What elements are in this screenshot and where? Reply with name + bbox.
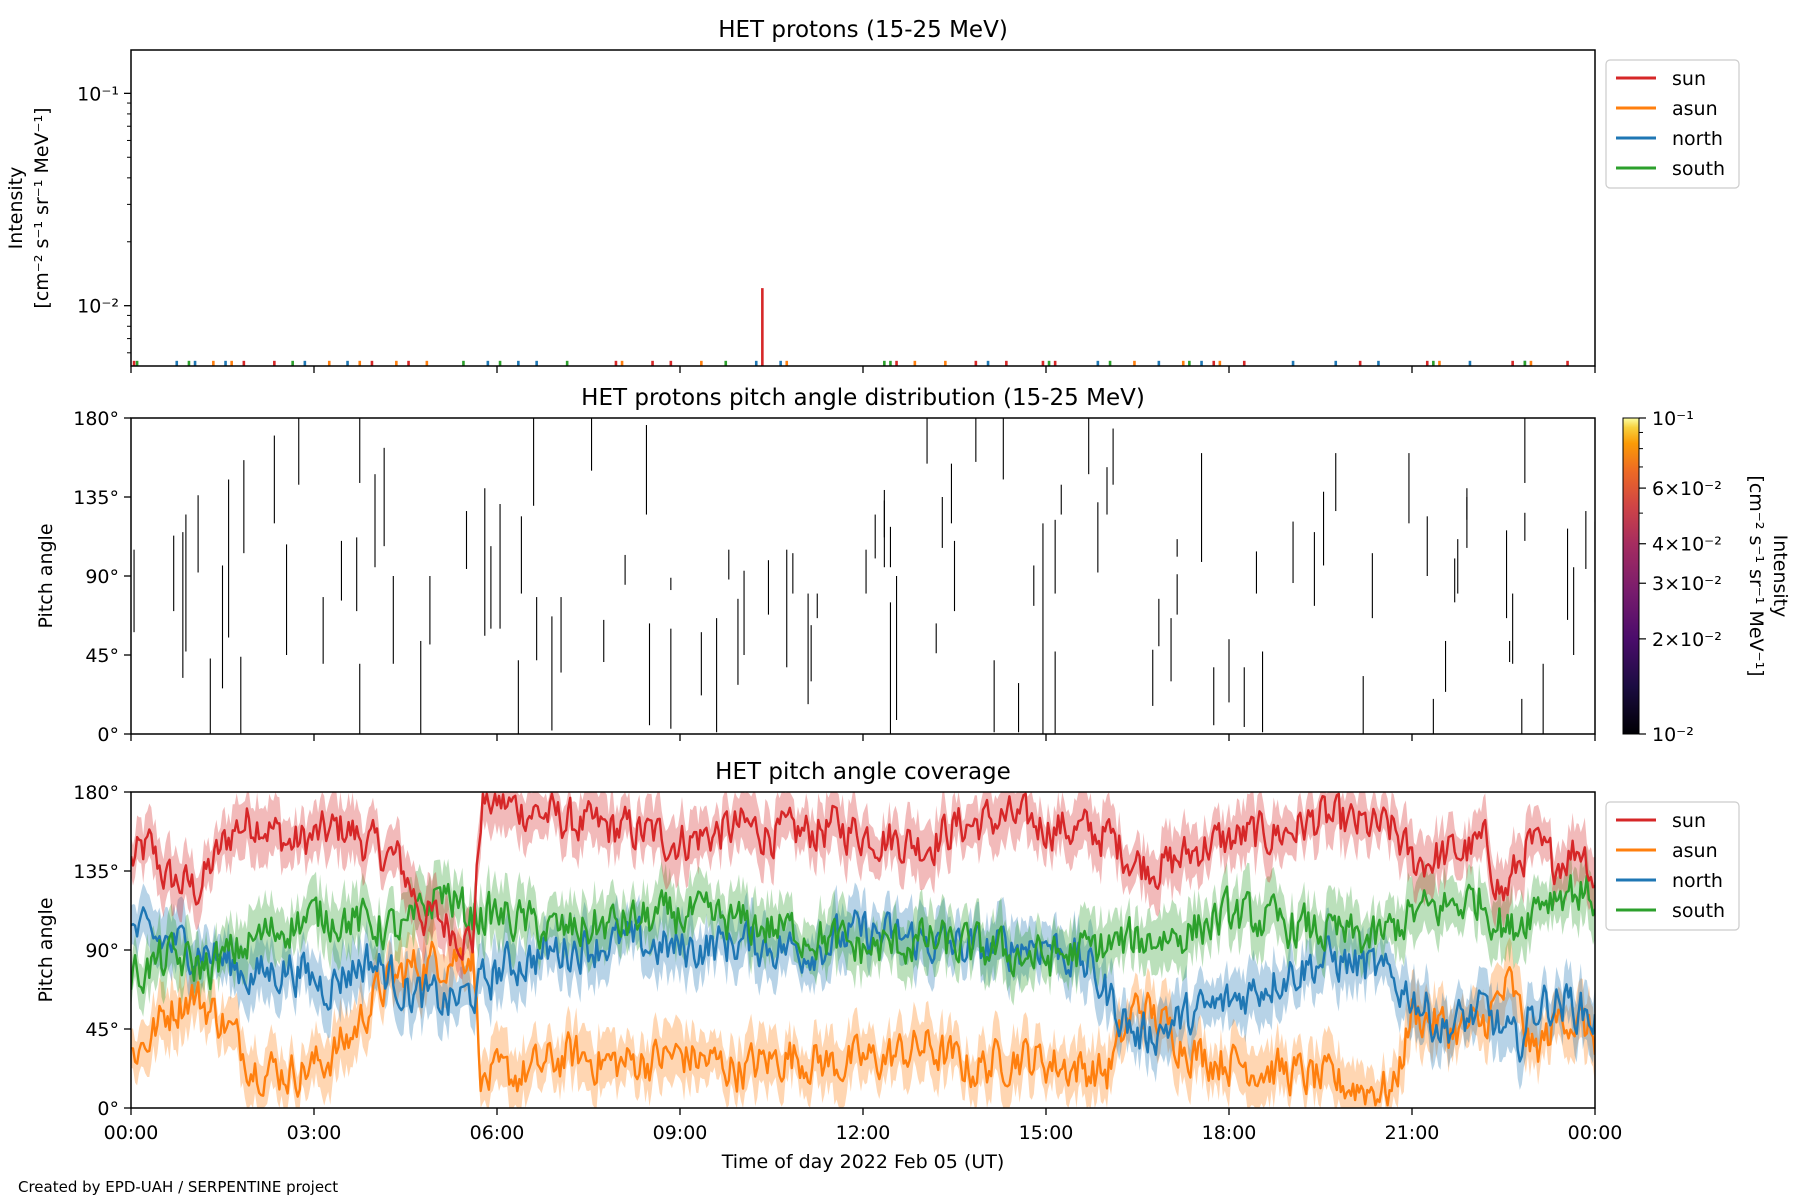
x-tick-label: 03:00 <box>287 1122 342 1144</box>
panel3-ylabel: Pitch angle <box>35 897 57 1002</box>
colorbar-ticks: 10⁻¹ 6×10⁻² 4×10⁻² 3×10⁻² 2×10⁻² 10⁻² <box>1639 408 1722 746</box>
colorbar-tick-label: 6×10⁻² <box>1652 478 1722 500</box>
panel1-legend: sun asun north south <box>1605 59 1740 189</box>
panel2-ylabel: Pitch angle <box>35 523 57 628</box>
colorbar-tick-label: 2×10⁻² <box>1652 629 1722 651</box>
panel3-y-axis: 0° 45° 90° 135° 180° <box>73 782 131 1120</box>
y-tick-label: 180° <box>73 782 119 804</box>
y-tick-label: 45° <box>85 645 119 667</box>
legend-label-sun: sun <box>1672 68 1706 90</box>
x-tick-label: 12:00 <box>836 1122 891 1144</box>
panel2-x-ticks <box>130 734 1596 741</box>
colorbar-label-line1: Intensity <box>1769 535 1791 618</box>
y-tick-label: 180° <box>73 408 119 430</box>
colorbar-tick-label: 4×10⁻² <box>1652 534 1722 556</box>
legend-label-asun: asun <box>1672 840 1718 862</box>
colorbar: 10⁻¹ 6×10⁻² 4×10⁻² 3×10⁻² 2×10⁻² 10⁻² Intensi… <box>1622 408 1791 746</box>
panel3-title: HET pitch angle coverage <box>715 759 1011 785</box>
x-tick-label: 06:00 <box>470 1122 525 1144</box>
band-south <box>131 845 1595 1017</box>
x-tick-label: 00:00 <box>104 1122 159 1144</box>
y-tick-label: 0° <box>97 1098 119 1120</box>
legend-label-asun: asun <box>1672 98 1718 120</box>
y-tick-label: 90° <box>85 940 119 962</box>
x-tick-label: 00:00 <box>1568 1122 1623 1144</box>
panel3-lines <box>131 792 1595 1107</box>
x-tick-label: 21:00 <box>1385 1122 1440 1144</box>
credit-text: Created by EPD-UAH / SERPENTINE project <box>18 1178 338 1196</box>
legend-box <box>1605 801 1740 931</box>
colorbar-gradient <box>1622 417 1640 735</box>
panel1-title: HET protons (15-25 MeV) <box>718 17 1008 43</box>
legend-box <box>1605 59 1740 189</box>
x-tick-label: 09:00 <box>653 1122 708 1144</box>
panel1-frame <box>130 49 1596 367</box>
colorbar-tick-label: 3×10⁻² <box>1652 573 1722 595</box>
x-tick-label: 15:00 <box>1019 1122 1074 1144</box>
legend-label-north: north <box>1672 870 1723 892</box>
y-tick-label: 135° <box>73 487 119 509</box>
panel1-y-axis: 10⁻¹ 10⁻² <box>77 83 131 354</box>
y-tick-label: 10⁻¹ <box>77 83 119 105</box>
panel3-x-axis: 00:00 03:00 06:00 09:00 12:00 15:00 18:00 21:00… <box>104 1108 1623 1144</box>
band-asun <box>131 912 1595 1108</box>
panel1-ylabel-line2: [cm⁻² s⁻¹ sr⁻¹ MeV⁻¹] <box>31 107 53 308</box>
legend-label-north: north <box>1672 128 1723 150</box>
x-axis-label: Time of day 2022 Feb 05 (UT) <box>721 1151 1005 1173</box>
legend-label-south: south <box>1672 158 1725 180</box>
panel3-legend: sun asun north south <box>1605 801 1740 931</box>
line-south <box>131 874 1595 994</box>
panel1-x-ticks <box>130 366 1596 373</box>
panel2-frame <box>130 417 1596 735</box>
panel2-y-axis: 0° 45° 90° 135° 180° <box>73 408 131 746</box>
colorbar-tick-label: 10⁻² <box>1652 724 1694 746</box>
colorbar-label-line2: [cm⁻² s⁻¹ sr⁻¹ MeV⁻¹] <box>1745 475 1767 676</box>
y-tick-label: 0° <box>97 724 119 746</box>
y-tick-label: 45° <box>85 1019 119 1041</box>
y-tick-label: 10⁻² <box>77 296 119 318</box>
line-asun <box>131 940 1595 1107</box>
panel1-marks <box>132 288 1569 366</box>
colorbar-tick-label: 10⁻¹ <box>1652 408 1694 430</box>
line-north <box>131 906 1595 1063</box>
panel1-ylabel-line1: Intensity <box>5 167 27 250</box>
line-sun <box>131 792 1595 961</box>
legend-label-south: south <box>1672 900 1725 922</box>
x-tick-label: 18:00 <box>1202 1122 1257 1144</box>
panel2-marks <box>133 418 1595 734</box>
panel2-title: HET protons pitch angle distribution (15… <box>581 385 1145 411</box>
y-tick-label: 135° <box>73 861 119 883</box>
y-tick-label: 90° <box>85 566 119 588</box>
legend-label-sun: sun <box>1672 810 1706 832</box>
